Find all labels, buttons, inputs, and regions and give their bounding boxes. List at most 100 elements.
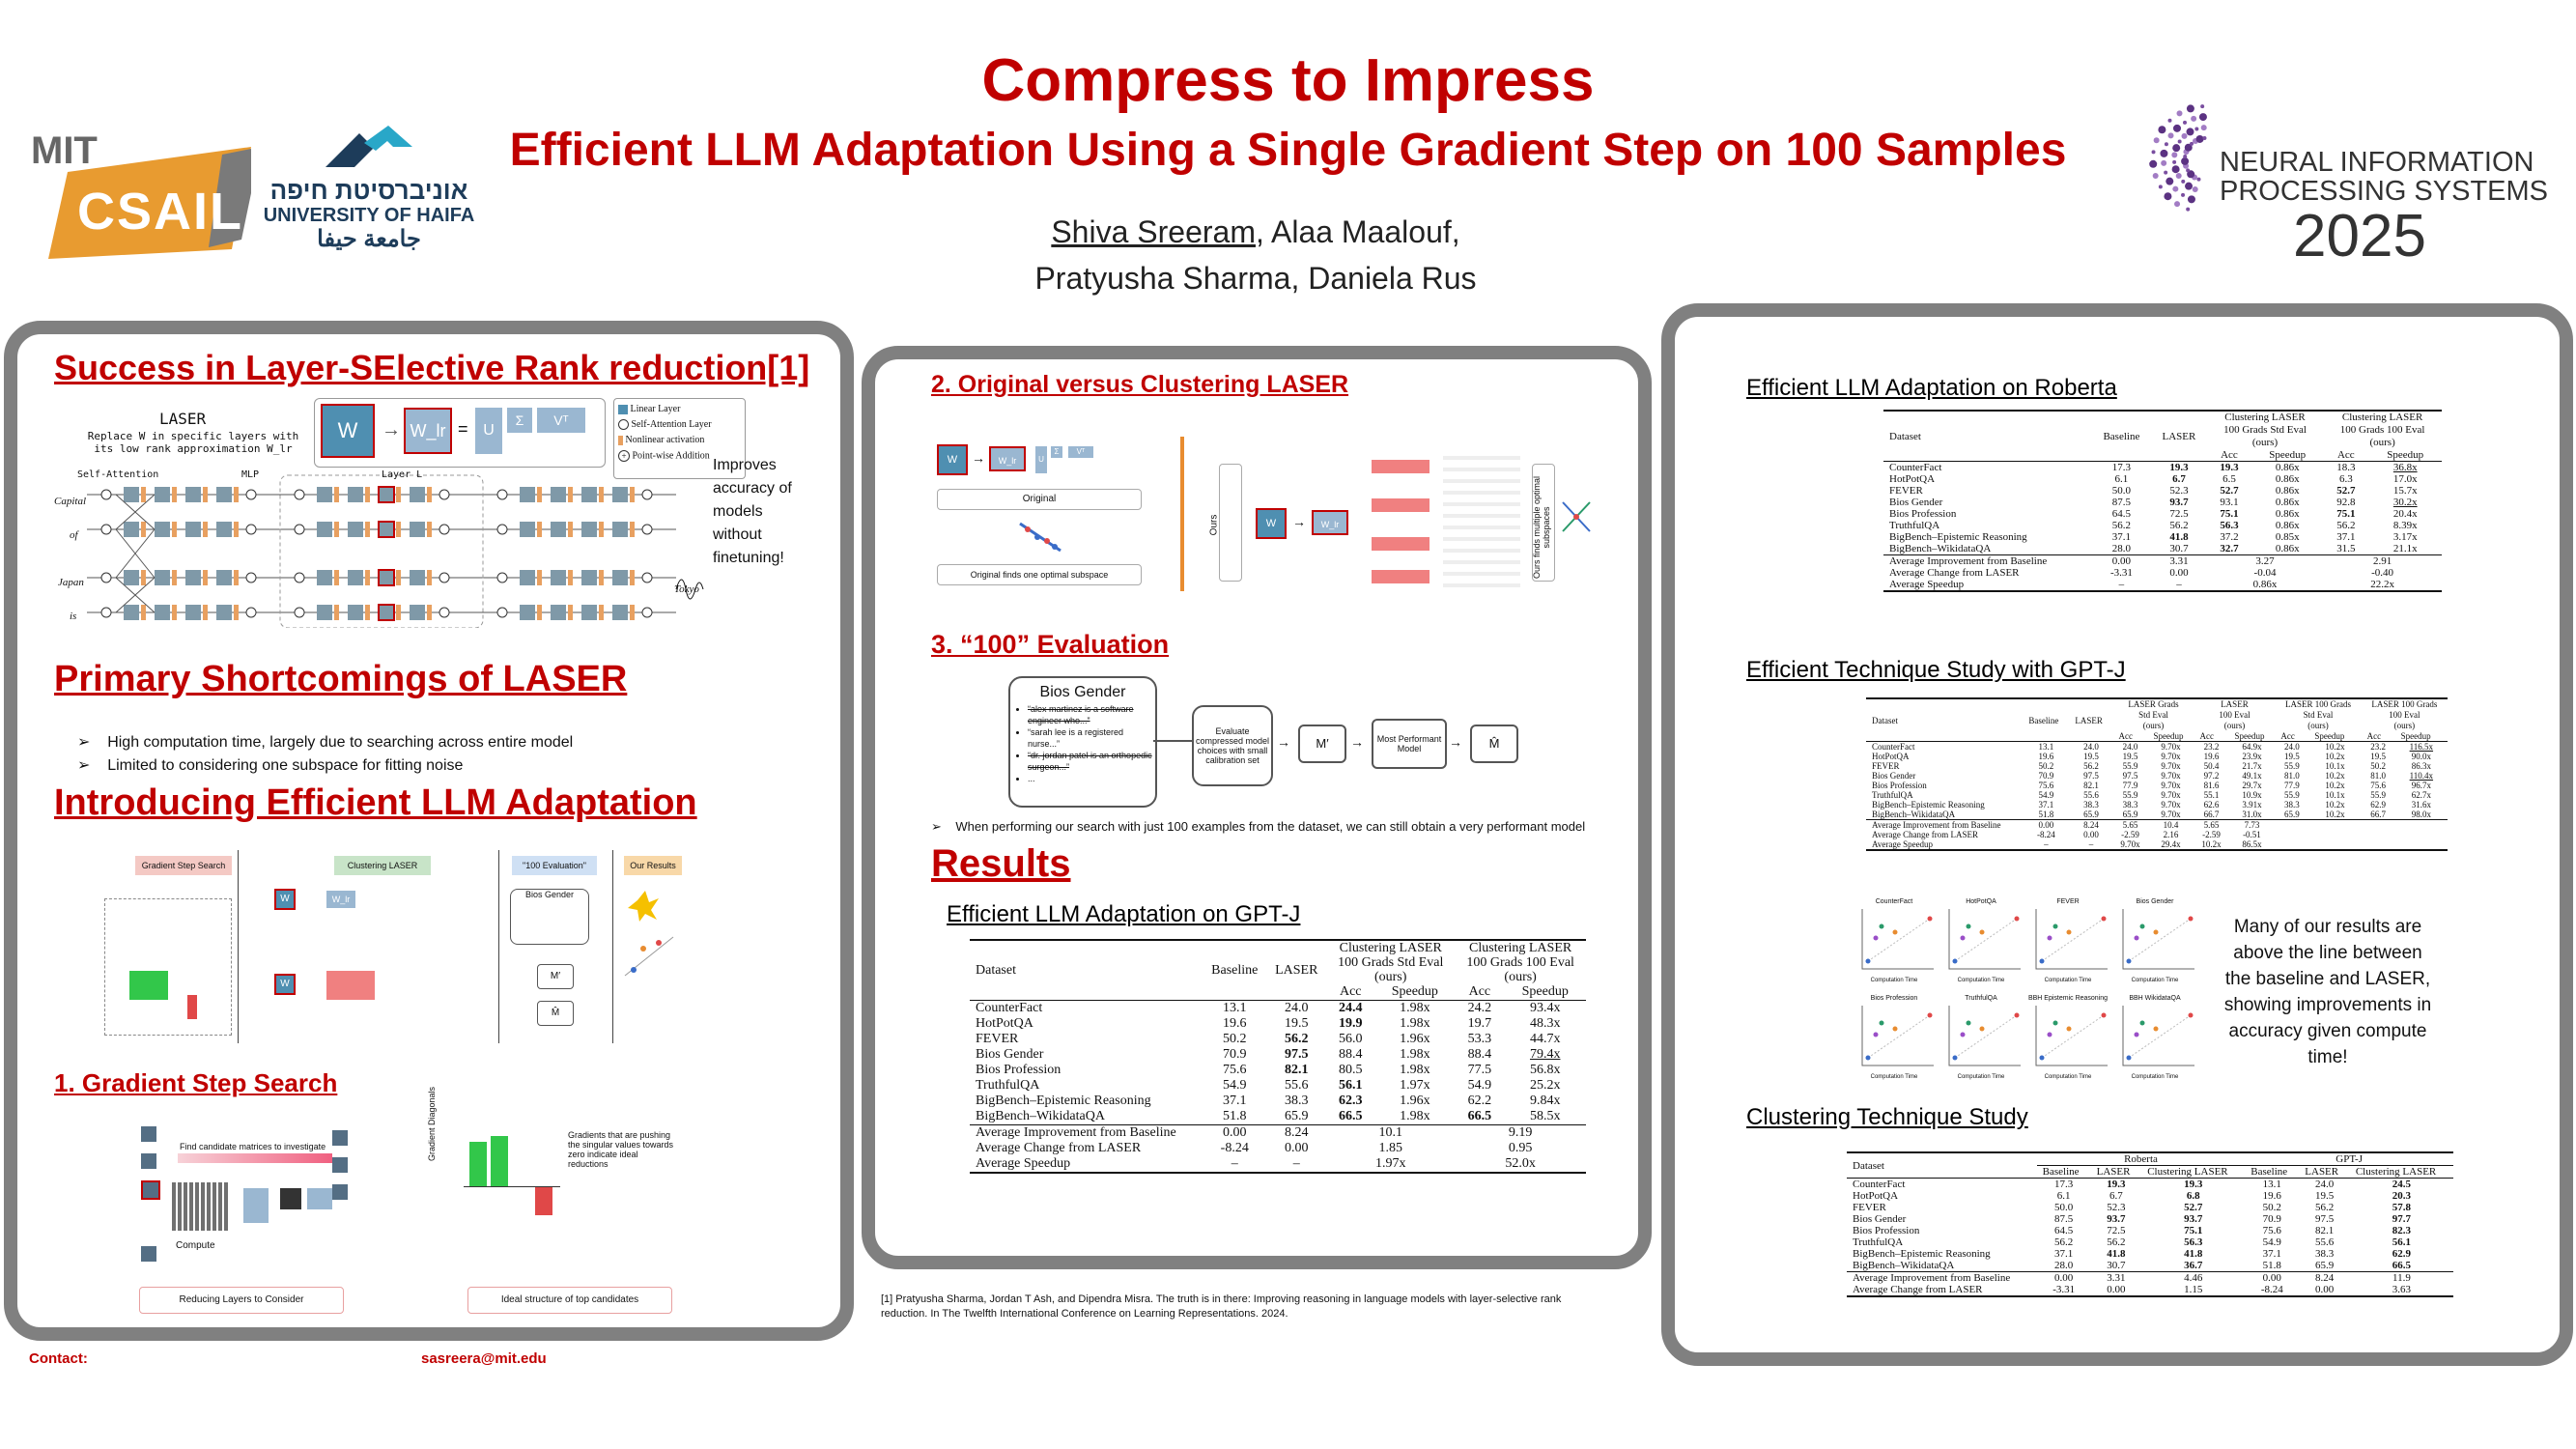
network-block	[234, 487, 239, 502]
scatter-point	[2014, 1012, 2020, 1018]
table-cell: 1.96x	[1400, 1032, 1430, 1046]
table-cell: 24.5	[2392, 1179, 2412, 1190]
table-cell: 2.91	[2372, 555, 2392, 567]
table-cell: –	[2088, 839, 2094, 849]
neurips-dot	[2181, 132, 2188, 139]
row-label: Average Improvement from Baseline	[1889, 555, 2048, 567]
network-block	[334, 522, 339, 537]
table-cell: 62.7x	[2411, 790, 2431, 800]
overview-tab-results: Our Results	[624, 856, 682, 875]
neurips-dot	[2177, 139, 2182, 144]
overview-w-box: W	[274, 889, 296, 910]
network-block	[378, 521, 395, 538]
connector-line	[1153, 740, 1192, 742]
contact-email[interactable]: sasreera@mit.edu	[421, 1350, 547, 1367]
haifa-logo: אוניברסיטת חיפה UNIVERSITY OF HAIFA جامع…	[253, 124, 485, 269]
table-cell: 20.3	[2392, 1190, 2412, 1202]
table-cell: 72.5	[2107, 1225, 2126, 1236]
network-block	[551, 605, 566, 620]
table-cell: 38.3	[2122, 800, 2138, 810]
row-label: Average Improvement from Baseline	[1853, 1272, 2011, 1284]
scatter-plot: CounterFact Computation Time	[1853, 898, 1936, 991]
table-cell: 8.24	[2314, 1272, 2335, 1284]
grp-line: 100 Grads 100 Eval	[2339, 424, 2425, 436]
table-cell: 0.86x	[2275, 473, 2300, 485]
layer-matrix-icon	[141, 1246, 156, 1262]
table-cell: 50.2	[2262, 1202, 2281, 1213]
word-is: is	[70, 611, 77, 622]
scatter-point	[2047, 935, 2052, 941]
gradient-bar	[491, 1136, 508, 1186]
overview-divider	[612, 850, 613, 1043]
network-node	[641, 489, 653, 500]
grp-line: 100 Grads 100 Eval	[1466, 955, 1574, 970]
table-cell: 62.6	[2203, 800, 2220, 810]
network-block	[410, 522, 425, 537]
table-row: FEVER 50.2 56.2 56.0 1.96x 53.3 44.7x	[970, 1032, 1586, 1047]
table-cell: 17.0x	[2392, 473, 2418, 485]
table-cell: 88.4	[1339, 1047, 1363, 1062]
table-cell: 28.0	[2111, 543, 2132, 554]
row-label: BigBench–WikidataQA	[976, 1109, 1105, 1123]
network-block	[537, 522, 542, 537]
table-cell: 23.2	[2370, 742, 2387, 752]
col-speedup: Speedup	[2269, 449, 2307, 461]
col-laser: LASER	[2162, 430, 2196, 442]
table-cell: 97.7	[2392, 1213, 2412, 1225]
network-block	[427, 605, 432, 620]
roberta-table-container: Dataset Baseline LASER Clustering LASER 1…	[1883, 410, 2442, 592]
scatter-plot: FEVER Computation Time	[2026, 898, 2109, 991]
ours-label-box	[1219, 464, 1242, 582]
group-gptj: GPT-J	[2245, 1152, 2453, 1166]
col-dataset: Dataset	[1853, 1159, 1884, 1172]
grp-line: 100 Grads Std Eval	[2223, 424, 2307, 436]
overview-bios-box: Bios Gender	[510, 889, 589, 945]
table-cell: 38.3	[2314, 1248, 2335, 1260]
table-cell: 52.0x	[1505, 1156, 1536, 1171]
table-cell: 19.5	[2083, 752, 2099, 761]
scatter-grid: CounterFact Computation Time HotPotQA Compu…	[1853, 898, 2200, 1092]
scatter-point	[1979, 1026, 1985, 1032]
layer-matrix-icon	[141, 1153, 156, 1169]
table-cell: 13.1	[2038, 742, 2054, 752]
layer-l-outline	[279, 474, 484, 628]
linear-layer-swatch	[618, 404, 628, 414]
heading-success: Success in Layer-SElective Rank reductio…	[54, 348, 810, 387]
technique-body: CounterFact 13.1 24.0 24.0 9.70x 23.2 64.9x 24.…	[1866, 741, 2448, 820]
network-node	[496, 489, 508, 500]
table-cell: 3.63	[2392, 1284, 2412, 1295]
table-cell: 10.1x	[2325, 761, 2345, 771]
scatter-point	[1927, 1012, 1933, 1018]
table-cell: 8.24	[1284, 1125, 1309, 1140]
network-block	[520, 605, 535, 620]
neurips-year: 2025	[2293, 203, 2426, 270]
neurips-dot	[2152, 172, 2159, 179]
table-cell: 88.4	[1467, 1047, 1492, 1062]
eval-bullet-text: When performing our search with just 100…	[955, 819, 1586, 834]
neurips-dot	[2186, 168, 2191, 173]
table-cell: 37.1	[2262, 1248, 2281, 1260]
neurips-dot	[2149, 159, 2158, 168]
scatter-plot: BBH WikidataQA Computation Time	[2113, 995, 2196, 1088]
table-cell: 3.31	[2169, 555, 2189, 567]
scatter-point	[1960, 935, 1966, 941]
table-cell: 1.98x	[1400, 1047, 1430, 1062]
table-cell: 10.2x	[2325, 742, 2345, 752]
table-cell: 62.2	[1467, 1094, 1492, 1108]
scatter-point	[2014, 916, 2020, 922]
scatter-point	[1892, 929, 1898, 935]
summary-row: Average Improvement from Baseline 0.00 8.2…	[1866, 819, 2448, 830]
table-cell: 62.9	[2370, 800, 2387, 810]
table-cell: 79.4x	[1529, 1047, 1561, 1062]
col-speedup: Speedup	[2234, 731, 2265, 741]
table-cell: 19.5	[2314, 1190, 2335, 1202]
network-block	[216, 605, 232, 620]
table-cell: 19.3	[2220, 462, 2239, 473]
network-block	[234, 605, 239, 620]
network-block	[568, 487, 573, 502]
matrix-grid-graphic	[172, 1182, 230, 1231]
table-row: FEVER 50.0 52.3 52.7 0.86x 52.7 15.7x	[1883, 485, 2442, 497]
col-group-4: LASER 100 Grads 100 Eval (ours)	[2362, 698, 2448, 731]
scatter-axis	[1948, 1006, 2021, 1066]
table-cell: 55.9	[2284, 761, 2300, 771]
